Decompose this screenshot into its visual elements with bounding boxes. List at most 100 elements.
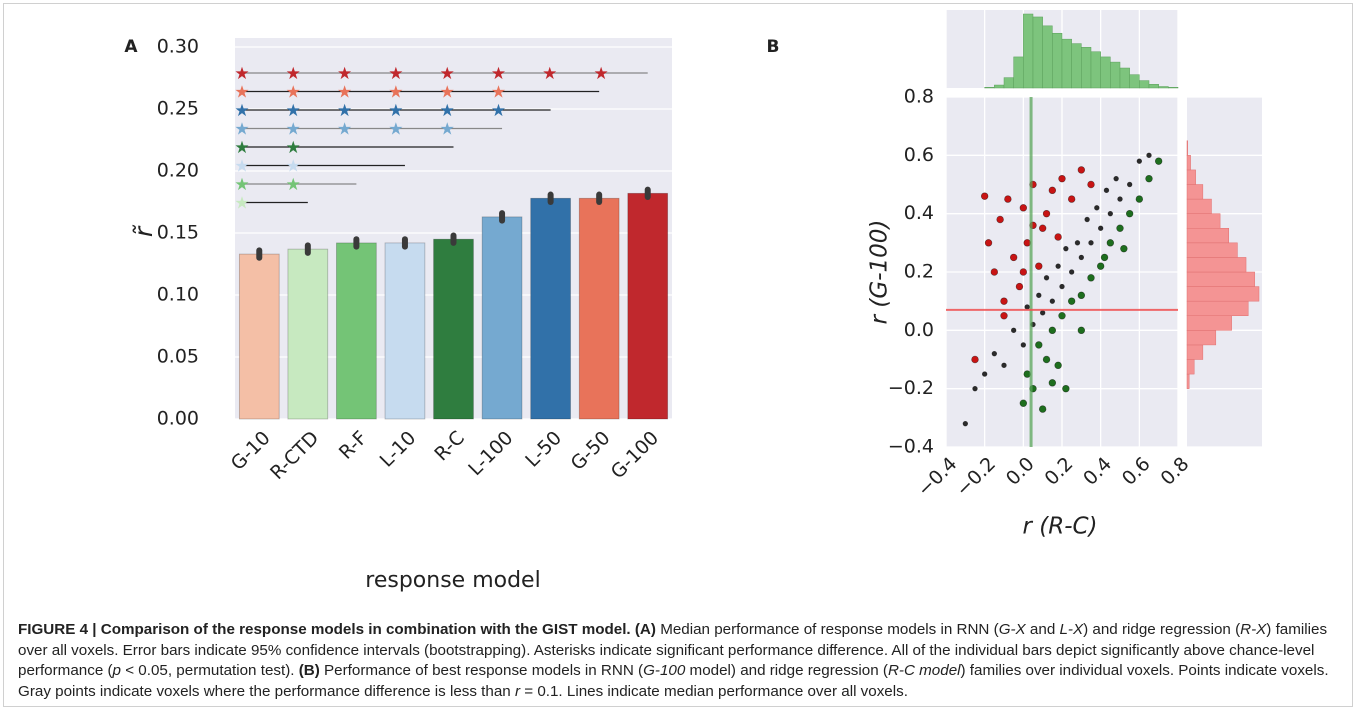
scatter-point (1113, 175, 1119, 182)
figure-frame (3, 3, 1353, 707)
scatter-point (1067, 297, 1076, 305)
caption-text: R-C model (887, 662, 961, 679)
histogram-bar (1186, 228, 1230, 244)
scatter-point (1097, 225, 1104, 231)
y-tick-label: 0.2 (904, 261, 934, 283)
y-tick-label: 0.10 (157, 284, 199, 306)
histogram-bar (1119, 67, 1130, 89)
scatter-point (1020, 342, 1027, 348)
scatter-point (1038, 224, 1047, 232)
significance-star: ★ (234, 120, 249, 140)
bar (384, 242, 426, 420)
scatter-point (1077, 291, 1086, 300)
x-tick-label: 0.0 (1002, 453, 1039, 490)
scatter-point (1043, 275, 1050, 281)
scatter-point (971, 355, 979, 364)
histogram-bar (1186, 286, 1260, 302)
histogram-bar (1186, 184, 1204, 200)
y-tick-label: 0.05 (157, 346, 199, 368)
y-tick-label: −0.4 (888, 436, 934, 458)
scatter-point (1035, 341, 1043, 349)
scatter-point (1042, 209, 1051, 218)
caption-text: R-X (1240, 621, 1267, 638)
histogram-bar (1139, 80, 1150, 89)
y-tick-label: 0.20 (157, 160, 199, 182)
x-axis-label: r (R-C) (1022, 514, 1097, 540)
scatter-point (1135, 195, 1144, 203)
scatter-point (1001, 362, 1007, 369)
x-tick-label: −0.4 (913, 453, 961, 501)
scatter-point (1048, 326, 1057, 335)
y-tick-label: 0.6 (904, 144, 934, 166)
panel-label: B (767, 37, 780, 57)
histogram-bar (1186, 300, 1249, 316)
scatter-point (1059, 283, 1065, 290)
histogram-bar (1042, 25, 1053, 89)
histogram-bar (1032, 16, 1043, 89)
significance-star: ★ (440, 101, 455, 121)
bar (238, 253, 280, 420)
y-tick-label: 0.0 (904, 319, 934, 341)
x-tick-label: R-F (335, 427, 372, 464)
scatter-point (1154, 157, 1163, 165)
caption-text: ) families over individual voxels. Point… (18, 662, 1329, 700)
histogram-bar (1071, 43, 1082, 89)
scatter-point (1126, 181, 1133, 188)
histogram-bar (1186, 140, 1188, 156)
scatter-point (1146, 152, 1152, 159)
scatter-point (1084, 216, 1090, 223)
x-tick-label: L-10 (376, 427, 421, 472)
significance-star: ★ (234, 83, 249, 103)
scatter-point (1100, 253, 1109, 262)
significance-star: ★ (286, 64, 301, 84)
histogram-bar (1023, 13, 1034, 89)
significance-star: ★ (286, 175, 301, 195)
caption-text: FIGURE 4 | Comparison of the response mo… (18, 621, 656, 638)
significance-star: ★ (491, 64, 506, 84)
histogram-bar (984, 87, 995, 89)
significance-star: ★ (388, 120, 403, 140)
scatter-point (1107, 210, 1114, 217)
scatter-point (980, 192, 989, 200)
scatter-point (1103, 187, 1110, 194)
scatter-point (1088, 240, 1094, 246)
scatter-point (1058, 312, 1066, 320)
y-tick-label: 0.8 (904, 86, 934, 108)
significance-star: ★ (440, 120, 455, 140)
significance-star: ★ (337, 83, 352, 103)
scatter-point (1077, 326, 1086, 335)
caption-text: G-X (998, 621, 1026, 638)
histogram-bar (1186, 344, 1204, 360)
scatter-point (1136, 158, 1143, 164)
histogram-bar (1186, 330, 1217, 346)
caption-text: = 0.1. Lines indicate median performance… (520, 682, 908, 700)
scatter-point (1019, 204, 1028, 212)
caption-text: model) and ridge regression ( (685, 662, 888, 679)
histogram-bar (1100, 56, 1111, 89)
scatter-point (1077, 166, 1086, 174)
scatter-point (984, 239, 993, 247)
bar (481, 216, 523, 420)
y-tick-label: 0.00 (157, 408, 199, 430)
histogram-bar (1186, 315, 1232, 331)
figure: 0.000.050.100.150.200.250.30G-10R-CTD R-F… (124, 10, 1262, 593)
caption-text: (B) (298, 662, 320, 679)
scatter-point (991, 350, 998, 357)
scatter-point (1010, 327, 1017, 334)
y-axis-label: r̃ (129, 224, 158, 237)
histogram-bar (994, 84, 1005, 89)
histogram-bar (1168, 87, 1179, 89)
significance-star: ★ (491, 101, 506, 121)
y-tick-label: 0.25 (157, 98, 199, 120)
significance-star: ★ (234, 64, 249, 84)
scatter-point (1106, 239, 1115, 247)
scatter-point (972, 385, 978, 392)
histogram-bar (1186, 169, 1196, 185)
caption-text: p (112, 662, 121, 679)
scatter-point (1019, 268, 1028, 276)
significance-star: ★ (337, 101, 352, 121)
scatter-point (1117, 196, 1123, 202)
scatter-point (1048, 379, 1057, 387)
significance-star: ★ (542, 64, 557, 84)
scatter-point (1116, 224, 1124, 232)
